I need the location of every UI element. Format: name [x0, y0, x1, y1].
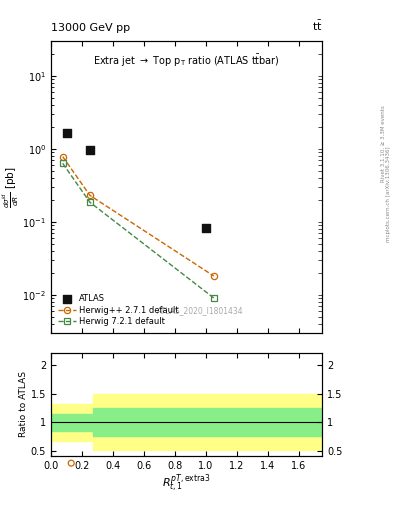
Text: mcplots.cern.ch [arXiv:1306.3436]: mcplots.cern.ch [arXiv:1306.3436]	[386, 147, 391, 242]
Herwig++ 2.7.1 default	[61, 154, 65, 160]
Text: Extra jet $\rightarrow$ Top p$_\mathrm{T}$ ratio (ATLAS t$\bar{\mathrm{t}}$bar): Extra jet $\rightarrow$ Top p$_\mathrm{T…	[93, 53, 280, 69]
Herwig++ 2.7.1 default	[88, 192, 92, 198]
Legend: ATLAS, Herwig++ 2.7.1 default, Herwig 7.2.1 default: ATLAS, Herwig++ 2.7.1 default, Herwig 7.…	[55, 292, 182, 329]
Herwig 7.2.1 default	[211, 295, 216, 301]
X-axis label: $R_{t,1}^{pT,\mathrm{extra3}}$: $R_{t,1}^{pT,\mathrm{extra3}}$	[162, 473, 211, 496]
Y-axis label: $\frac{d\sigma^{id}}{dR}$ [pb]: $\frac{d\sigma^{id}}{dR}$ [pb]	[1, 166, 21, 207]
Herwig 7.2.1 default	[88, 199, 92, 205]
Line: Herwig++ 2.7.1 default: Herwig++ 2.7.1 default	[60, 154, 217, 279]
ATLAS	[63, 129, 70, 137]
Herwig++ 2.7.1 default	[211, 273, 216, 279]
Text: t$\bar{\mathrm{t}}$: t$\bar{\mathrm{t}}$	[312, 19, 322, 33]
Point	[68, 459, 74, 467]
Text: ATLAS_2020_I1801434: ATLAS_2020_I1801434	[157, 306, 244, 315]
Text: 13000 GeV pp: 13000 GeV pp	[51, 23, 130, 33]
Line: Herwig 7.2.1 default: Herwig 7.2.1 default	[60, 160, 217, 301]
Herwig 7.2.1 default	[61, 160, 65, 166]
Y-axis label: Ratio to ATLAS: Ratio to ATLAS	[19, 372, 28, 437]
Text: Rivet 3.1.10, ≥ 3.3M events: Rivet 3.1.10, ≥ 3.3M events	[381, 105, 386, 182]
ATLAS	[203, 224, 209, 232]
ATLAS	[87, 146, 93, 155]
